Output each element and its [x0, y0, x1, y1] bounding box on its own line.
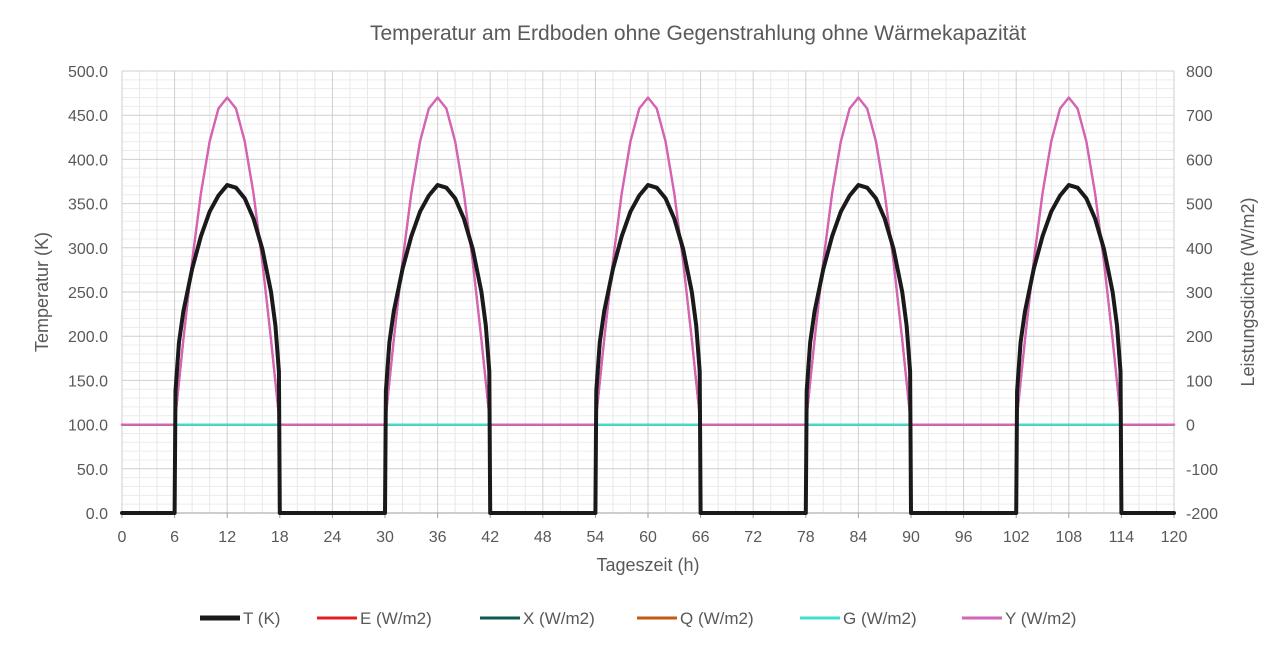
x-tick-label: 0 — [118, 529, 127, 546]
x-tick-label: 102 — [1003, 529, 1030, 546]
x-tick-label: 84 — [850, 529, 868, 546]
chart-title: Temperatur am Erdboden ohne Gegenstrahlu… — [370, 22, 1026, 45]
legend-item: E (W/m2) — [317, 609, 432, 628]
x-tick-label: 54 — [587, 529, 605, 546]
legend: T (K) E (W/m2) X (W/m2) Q (W/m2) G (W/m2) Y (… — [200, 609, 1076, 628]
series-lines — [120, 96, 1176, 515]
y-left-tick-label: 450.0 — [68, 108, 108, 125]
legend-label: E (W/m2) — [360, 609, 432, 628]
legend-label: X (W/m2) — [523, 609, 595, 628]
tick-labels: 0 6 12 18 24 30 36 42 48 54 60 66 72 78 84 90 96 102 108 11… — [68, 64, 1218, 546]
x-tick-label: 36 — [429, 529, 447, 546]
legend-item: Q (W/m2) — [637, 609, 754, 628]
y-right-tick-label: 400 — [1186, 241, 1213, 258]
legend-label: Q (W/m2) — [680, 609, 754, 628]
y-right-tick-label: 800 — [1186, 64, 1213, 81]
series-line-5 — [120, 96, 1176, 426]
x-tick-label: 120 — [1161, 529, 1188, 546]
x-tick-label: 66 — [692, 529, 710, 546]
y-left-tick-label: 300.0 — [68, 241, 108, 258]
x-tick-label: 42 — [481, 529, 499, 546]
x-tick-label: 12 — [218, 529, 236, 546]
x-tick-label: 6 — [170, 529, 179, 546]
y-left-tick-label: 0.0 — [86, 506, 108, 523]
y-axis-left-title: Temperatur (K) — [32, 232, 52, 352]
y-right-tick-label: 200 — [1186, 329, 1213, 346]
legend-item: Y (W/m2) — [962, 609, 1076, 628]
legend-label: Y (W/m2) — [1005, 609, 1076, 628]
y-left-tick-label: 50.0 — [77, 462, 108, 479]
x-tick-label: 108 — [1055, 529, 1082, 546]
y-right-tick-label: 600 — [1186, 152, 1213, 169]
y-left-tick-label: 250.0 — [68, 285, 108, 302]
y-right-tick-label: 500 — [1186, 197, 1213, 214]
x-tick-label: 78 — [797, 529, 815, 546]
y-left-tick-label: 350.0 — [68, 197, 108, 214]
y-axis-right-title: Leistungsdichte (W/m2) — [1238, 197, 1258, 386]
y-left-tick-label: 150.0 — [68, 373, 108, 390]
legend-label: T (K) — [243, 609, 280, 628]
legend-item: G (W/m2) — [800, 609, 917, 628]
legend-item: T (K) — [200, 609, 280, 628]
x-tick-label: 18 — [271, 529, 289, 546]
series-line-0 — [120, 183, 1176, 515]
legend-label: G (W/m2) — [843, 609, 917, 628]
x-tick-label: 90 — [902, 529, 920, 546]
y-right-tick-label: 0 — [1186, 418, 1195, 435]
x-tick-label: 48 — [534, 529, 552, 546]
y-right-tick-label: -200 — [1186, 506, 1218, 523]
x-tick-label: 72 — [744, 529, 762, 546]
x-tick-label: 96 — [955, 529, 973, 546]
y-left-tick-label: 200.0 — [68, 329, 108, 346]
y-right-tick-label: 300 — [1186, 285, 1213, 302]
x-tick-label: 114 — [1109, 529, 1135, 546]
x-tick-label: 60 — [639, 529, 657, 546]
x-tick-label: 30 — [376, 529, 394, 546]
x-axis-title: Tageszeit (h) — [596, 555, 699, 575]
y-right-tick-label: 100 — [1186, 373, 1213, 390]
legend-item: X (W/m2) — [480, 609, 595, 628]
x-tick-label: 24 — [324, 529, 342, 546]
y-right-tick-label: -100 — [1186, 462, 1218, 479]
y-left-tick-label: 100.0 — [68, 418, 108, 435]
y-right-tick-label: 700 — [1186, 108, 1213, 125]
y-left-tick-label: 500.0 — [68, 64, 108, 81]
y-left-tick-label: 400.0 — [68, 152, 108, 169]
